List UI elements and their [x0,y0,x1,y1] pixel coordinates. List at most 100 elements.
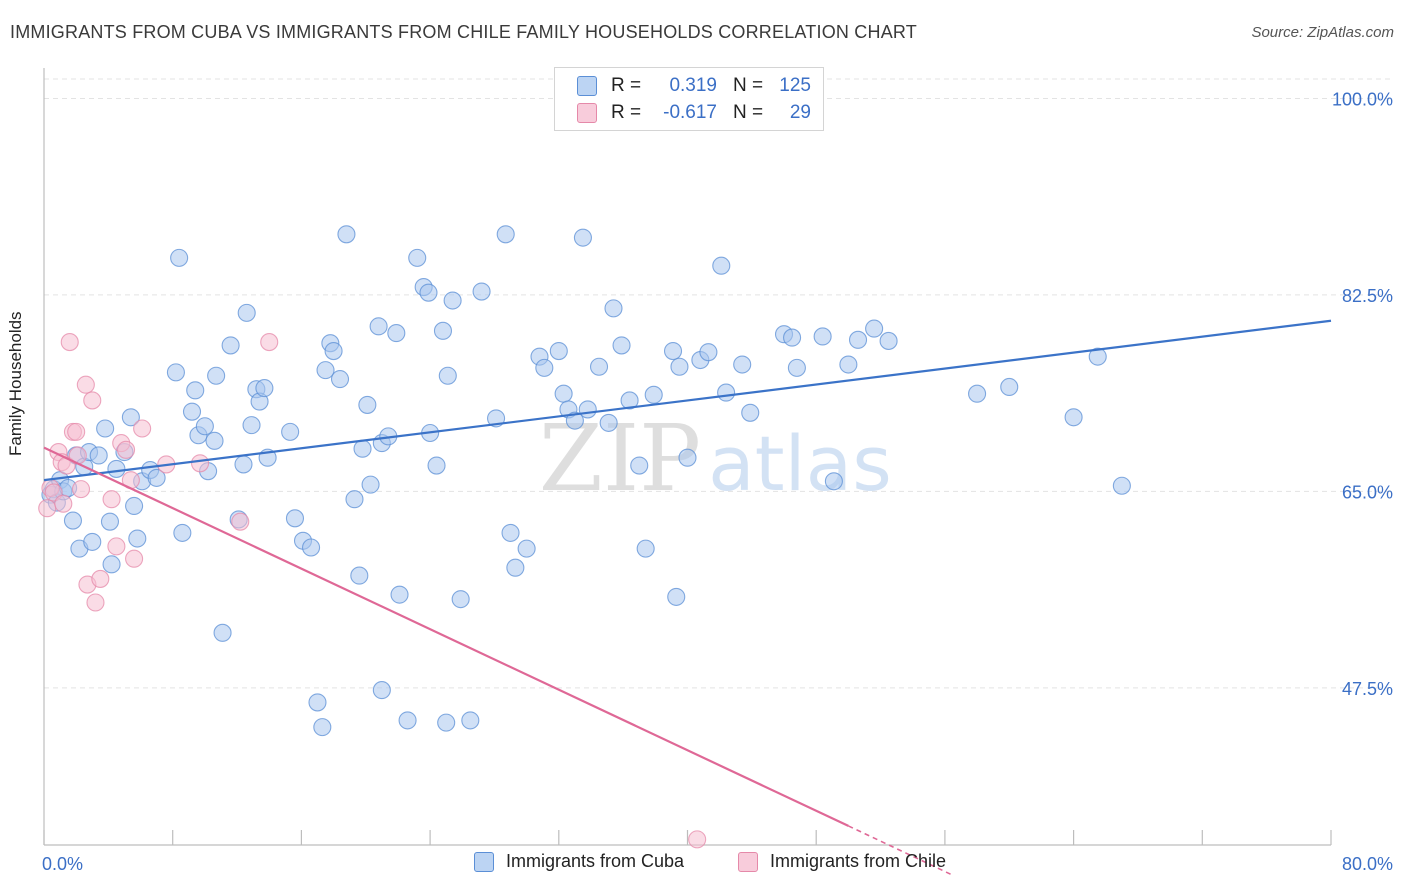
cuba-point [433,321,453,340]
cuba-point [663,341,683,361]
cuba-point [879,331,898,350]
chile-swatch [577,103,597,123]
legend-row-cuba: R = 0.319 N = 125 [577,73,811,99]
cuba-point [535,358,554,377]
y-tick-label: 100.0% [1332,89,1393,109]
stats-legend: R = 0.319 N = 125 R = -0.617 N = 29 [554,67,824,131]
watermark-zip: ZIP [539,405,701,512]
chile-legend-swatch [738,851,758,872]
cuba-point [865,319,884,338]
chile-point [190,454,210,473]
x-tick-label: 0.0% [42,854,83,874]
cuba-point [237,303,256,322]
cuba-point [667,587,686,606]
chile-point [688,830,707,849]
legend-n-label: N = [733,102,764,123]
cuba-point [387,324,406,343]
legend-label-chile: Immigrants from Chile [770,851,947,871]
legend-row-chile: R = -0.617 N = 29 [577,100,811,126]
cuba-point [461,711,480,730]
cuba-point [285,509,305,528]
cuba-point [573,228,592,247]
chile-point [133,419,152,438]
legend-item-chile: Immigrants from Chile [738,851,946,872]
cuba-point [102,555,121,574]
cuba-point [824,472,843,491]
cuba-point [599,413,618,432]
cuba-point [604,299,623,318]
cuba-point [517,539,536,558]
chile-point [116,440,136,459]
chile-point [83,391,102,410]
cuba-point [644,385,663,404]
cuba-point [438,366,457,385]
chile-point [54,494,73,513]
cuba-point [1088,347,1107,366]
cuba-point [678,448,697,467]
cuba-point [398,711,417,730]
chart-title: IMMIGRANTS FROM CUBA VS IMMIGRANTS FROM … [10,22,917,42]
cuba-point [255,379,274,398]
cuba-point [783,328,802,347]
source-label: Source: ZipAtlas.com [1251,24,1394,41]
y-tick-label: 47.5% [1342,679,1393,699]
chile-point [125,549,144,568]
legend-r-value-chile: -0.617 [663,102,717,123]
trend-line-chile [43,446,849,827]
cuba-legend-swatch [474,851,494,872]
cuba-point [170,248,189,267]
cuba-point [147,468,166,487]
trend-line-chile-extension [848,825,954,877]
cuba-point [166,363,185,382]
chile-point [86,593,105,612]
legend-label-cuba: Immigrants from Cuba [506,851,685,871]
cuba-point [221,336,240,355]
cuba-point [472,282,491,301]
cuba-point [128,529,147,548]
cuba-point [578,400,597,419]
cuba-point [372,681,391,700]
cuba-point [205,431,224,450]
cuba-point [427,456,446,475]
cuba-point [337,225,356,244]
legend-n-label: N = [733,75,764,96]
cuba-point [369,317,388,336]
cuba-point [496,225,515,244]
cuba-point [589,357,609,376]
cuba-point [390,585,409,604]
watermark-atlas: atlas [708,419,892,508]
cuba-point [1000,377,1019,397]
watermark: ZIP atlas [539,405,892,512]
cuba-point [96,419,115,438]
cuba-point [350,566,369,585]
cuba-point [733,355,752,374]
cuba-point [419,283,438,302]
cuba-point [353,439,372,458]
cuba-point [848,330,868,349]
cuba-point [100,512,120,531]
cuba-point [813,327,832,346]
cuba-point [302,538,321,557]
chile-point [71,480,91,499]
cuba-point [699,343,718,362]
cuba-point [173,523,192,542]
cuba-point [408,248,427,267]
cuba-point [316,361,335,380]
cuba-point [636,539,655,558]
cuba-point [630,456,649,475]
cuba-point [437,713,456,732]
cuba-point [313,718,332,737]
chile-point [107,537,126,556]
cuba-point [345,490,364,509]
chile-point [91,569,110,588]
cuba-point [549,341,568,361]
cuba-point [506,558,525,577]
cuba-point [712,256,731,275]
data-points [38,225,1131,849]
cuba-point [670,357,689,376]
cuba-point [451,590,470,609]
cuba-point [234,455,253,474]
trend-line-cuba [43,319,1332,482]
cuba-point [612,336,631,355]
